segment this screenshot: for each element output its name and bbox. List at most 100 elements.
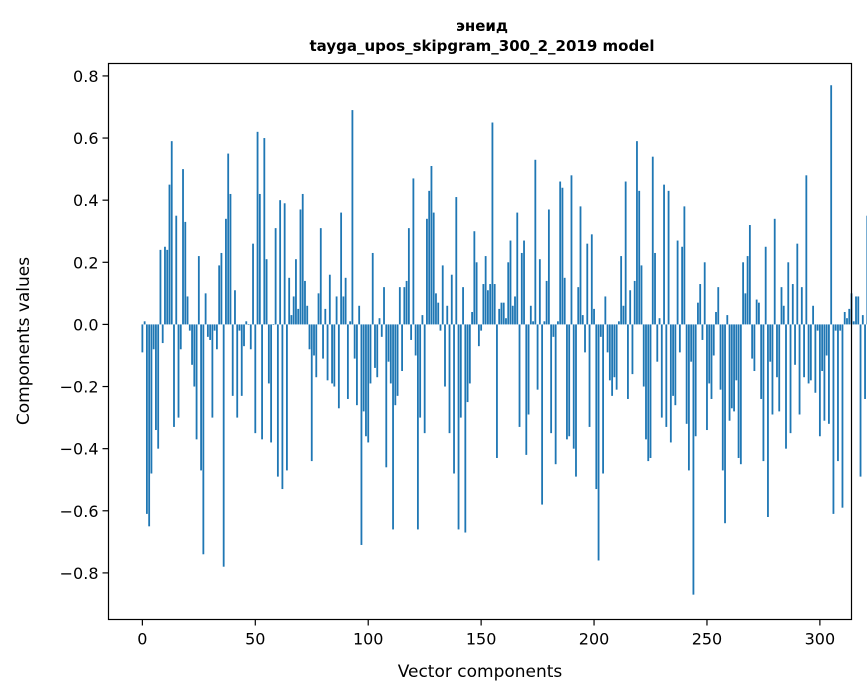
- bar-235: [672, 324, 674, 396]
- bar-220: [638, 190, 641, 325]
- bar-227: [654, 252, 656, 325]
- bar-136: [448, 324, 451, 434]
- bar-46: [245, 321, 248, 325]
- bar-125: [423, 324, 426, 434]
- bar-7: [157, 324, 160, 449]
- bar-156: [493, 284, 496, 325]
- bar-22: [191, 324, 193, 365]
- bar-152: [484, 256, 487, 325]
- bar-91: [346, 324, 349, 399]
- bar-272: [755, 299, 758, 325]
- bar-79: [319, 228, 322, 325]
- bar-264: [737, 324, 740, 458]
- bar-308: [837, 324, 839, 462]
- bar-93: [351, 110, 354, 325]
- bar-60: [276, 324, 279, 477]
- bar-278: [769, 324, 772, 362]
- bar-237: [676, 240, 679, 325]
- bar-106: [380, 324, 383, 337]
- bar-137: [450, 274, 453, 325]
- bar-132: [439, 324, 442, 331]
- bar-86: [335, 296, 338, 325]
- bar-9: [161, 324, 164, 344]
- bar-147: [473, 231, 476, 325]
- bar-67: [292, 296, 295, 325]
- bar-299: [816, 324, 819, 331]
- y-tick-label-6: 0.4: [73, 191, 98, 210]
- bar-150: [480, 324, 483, 331]
- bar-285: [785, 324, 787, 449]
- bar-85: [333, 324, 336, 387]
- bar-193: [577, 287, 580, 325]
- bar-49: [252, 243, 254, 325]
- y-tick-label-3: −0.2: [60, 378, 99, 397]
- bar-187: [563, 277, 566, 325]
- bar-6: [155, 324, 157, 431]
- bar-185: [559, 181, 562, 325]
- bar-68: [295, 259, 297, 325]
- bar-160: [502, 302, 505, 325]
- bar-232: [665, 324, 668, 427]
- bar-55: [265, 259, 268, 325]
- bar-311: [843, 311, 846, 325]
- bar-244: [692, 324, 695, 595]
- bar-277: [767, 324, 769, 517]
- bar-96: [358, 305, 361, 325]
- bar-305: [830, 85, 833, 325]
- bar-11: [166, 249, 169, 325]
- bar-243: [690, 324, 693, 362]
- bar-181: [550, 324, 553, 434]
- x-tick-label-6: 300: [805, 630, 836, 649]
- bar-59: [274, 228, 277, 325]
- bar-126: [426, 218, 428, 325]
- bar-212: [620, 256, 623, 325]
- bar-162: [507, 262, 510, 325]
- bar-105: [378, 318, 381, 325]
- bar-242: [687, 324, 690, 471]
- bar-159: [500, 302, 503, 325]
- bar-130: [435, 293, 437, 325]
- bar-4: [150, 324, 153, 474]
- bar-42: [236, 324, 239, 418]
- bar-75: [310, 324, 313, 462]
- bar-30: [209, 324, 212, 340]
- bar-267: [744, 293, 747, 325]
- bar-304: [828, 324, 830, 424]
- bar-199: [590, 234, 593, 325]
- bar-260: [728, 324, 731, 421]
- bar-20: [186, 296, 189, 325]
- bar-107: [383, 287, 385, 325]
- bar-236: [674, 324, 677, 406]
- bar-10: [164, 246, 166, 325]
- bar-133: [441, 265, 444, 325]
- bar-173: [532, 321, 534, 325]
- bar-77: [315, 324, 318, 378]
- bar-233: [667, 190, 670, 325]
- bar-149: [477, 324, 480, 347]
- bar-0: [141, 324, 144, 353]
- bar-261: [730, 324, 733, 409]
- bar-253: [712, 324, 715, 356]
- bar-143: [464, 324, 467, 533]
- bar-23: [193, 324, 196, 387]
- bar-155: [491, 122, 494, 325]
- bar-319: [861, 315, 864, 325]
- bar-127: [428, 190, 431, 325]
- bar-110: [389, 324, 392, 384]
- bar-252: [710, 324, 713, 399]
- bar-182: [552, 324, 555, 337]
- bar-190: [570, 175, 573, 325]
- bar-307: [834, 324, 837, 331]
- bar-186: [561, 187, 564, 325]
- bar-298: [814, 324, 817, 393]
- bar-18: [182, 169, 184, 325]
- bar-245: [694, 324, 697, 437]
- bar-37: [225, 218, 227, 325]
- bar-174: [534, 159, 537, 325]
- bar-318: [859, 324, 862, 477]
- bar-90: [344, 277, 347, 325]
- bar-216: [629, 290, 632, 325]
- bar-177: [541, 324, 544, 505]
- bar-118: [407, 228, 410, 325]
- bar-69: [297, 308, 300, 325]
